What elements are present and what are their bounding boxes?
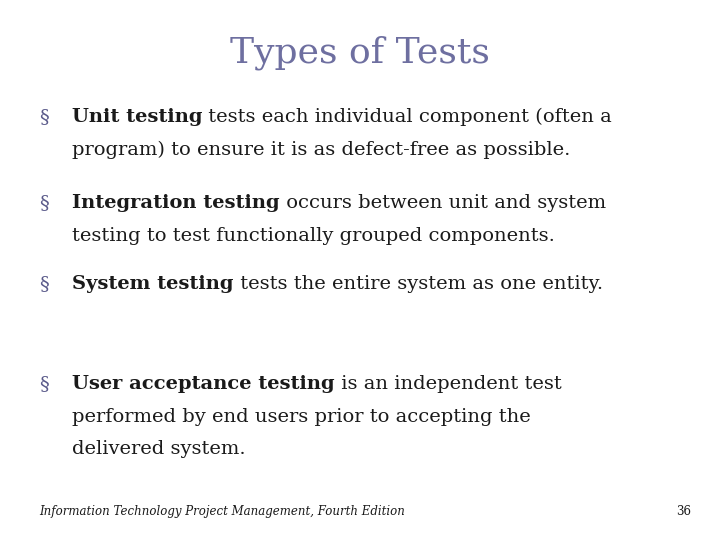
Text: §: §: [40, 194, 50, 212]
Text: testing to test functionally grouped components.: testing to test functionally grouped com…: [72, 227, 555, 245]
Text: performed by end users prior to accepting the: performed by end users prior to acceptin…: [72, 408, 531, 426]
Text: Information Technology Project Management, Fourth Edition: Information Technology Project Managemen…: [40, 505, 405, 518]
Text: User acceptance testing: User acceptance testing: [72, 375, 335, 393]
Text: 36: 36: [676, 505, 691, 518]
Text: is an independent test: is an independent test: [335, 375, 562, 393]
Text: occurs between unit and system: occurs between unit and system: [279, 194, 606, 212]
Text: Integration testing: Integration testing: [72, 194, 279, 212]
Text: Types of Tests: Types of Tests: [230, 35, 490, 70]
Text: §: §: [40, 108, 50, 126]
Text: System testing: System testing: [72, 275, 233, 293]
Text: program) to ensure it is as defect-free as possible.: program) to ensure it is as defect-free …: [72, 140, 570, 159]
Text: delivered system.: delivered system.: [72, 440, 246, 458]
Text: tests each individual component (often a: tests each individual component (often a: [202, 108, 612, 126]
Text: §: §: [40, 375, 50, 393]
Text: §: §: [40, 275, 50, 293]
Text: Unit testing: Unit testing: [72, 108, 202, 126]
Text: tests the entire system as one entity.: tests the entire system as one entity.: [233, 275, 603, 293]
